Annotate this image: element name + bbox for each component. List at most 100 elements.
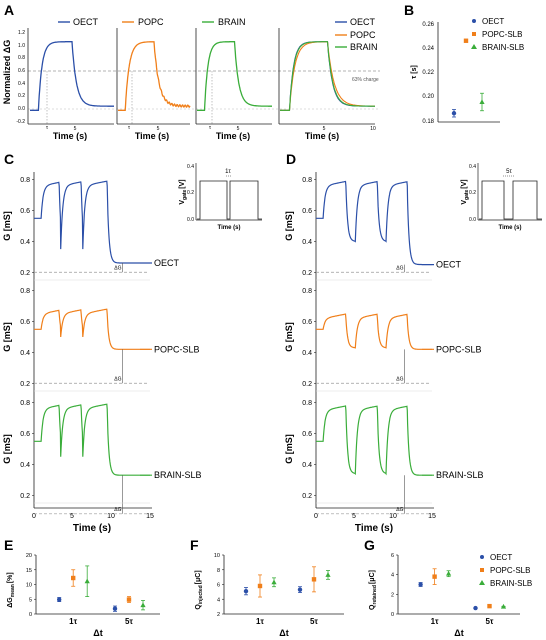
x-label: Δt (279, 628, 288, 638)
x-tick: 5 (157, 126, 160, 132)
x-label: Time (s) (53, 131, 87, 141)
y-tick: 0.18 (422, 119, 434, 125)
x-label: Time (s) (216, 131, 250, 141)
y-tick: 0.2 (20, 493, 30, 500)
panel-g-ylabel: Qretained[μC] (369, 570, 378, 610)
y-tick: 0.22 (422, 70, 434, 76)
y-tick: 20 (26, 553, 32, 559)
brain-trace-overlay (280, 41, 375, 111)
x-label: Δt (454, 628, 463, 638)
legend-popc: POPC (138, 17, 164, 27)
delta-g-label: ΔG (114, 507, 121, 513)
trace-label: BRAIN-SLB (154, 470, 202, 480)
data-point (140, 602, 146, 608)
threshold-label: 63% charge (352, 77, 379, 83)
y-tick: 0.2 (20, 381, 30, 388)
x-tick: 0 (314, 513, 318, 520)
x-tick: 5 (74, 126, 77, 132)
panel-d: D 0 5 10 15 Time (s) 0.8 0.6 0.4 0.2 G [mS] Δ… (284, 151, 542, 534)
data-point (57, 597, 62, 602)
brain-trace (197, 41, 272, 111)
x-label: Time (s) (355, 523, 393, 534)
panel-b: B τ [s] 0.26 0.24 0.22 0.20 0.18 OECT PO… (404, 2, 524, 125)
inset-y-tick: 0.4 (469, 164, 476, 170)
y-tick: 0.4 (302, 239, 312, 246)
data-point (479, 99, 485, 104)
panel-label-b: B (404, 2, 414, 18)
trace-label: OECT (154, 258, 180, 268)
delta-g-label: ΔG (396, 507, 403, 513)
legend-oect: OECT (350, 17, 376, 27)
y-tick: 0.2 (302, 493, 312, 500)
y-tick: 0.6 (20, 319, 30, 326)
y-tick: 6 (391, 553, 394, 559)
panel-f-ylabel: Qinjected[μC] (195, 570, 204, 609)
legend-oect: OECT (490, 553, 512, 562)
y-tick: 6 (217, 583, 220, 589)
legend-oect: OECT (482, 17, 504, 26)
legend-brain: BRAIN-SLB (482, 43, 524, 52)
conductance-trace (34, 308, 152, 350)
y-tick: 0 (391, 612, 394, 618)
inset-c: Vgate[V] 0.4 0.2 0.0 1τ Time (s) (179, 163, 262, 231)
tau-label: τ (128, 125, 130, 131)
inset-y-tick: 0.4 (187, 164, 194, 170)
inset-ylabel: Vgate[V] (461, 179, 470, 204)
y-tick: 0.8 (302, 177, 312, 184)
panel-c: C 0 5 10 15 Time (s) 0.8 0.6 0.4 0.2 G [mS] Δ… (2, 151, 262, 534)
panel-a-sub3: τ 5 Time (s) BRAIN (195, 17, 272, 141)
y-tick: 0.6 (302, 208, 312, 215)
y-tick: 0.2 (302, 381, 312, 388)
x-label: Time (s) (73, 523, 111, 534)
data-point (84, 578, 90, 584)
trace-label: OECT (436, 260, 462, 270)
panel-label-c: C (4, 151, 14, 167)
inset-y-tick: 0.0 (469, 217, 476, 223)
y-tick: -0.2 (16, 119, 25, 125)
panel-e: E ΔGmean[%] 20 15 10 5 0 1τ 5τ Δt (4, 537, 160, 638)
y-label: G [mS] (284, 211, 294, 241)
data-point (451, 111, 457, 116)
y-tick: 10 (26, 583, 32, 589)
panel-label-g: G (364, 537, 375, 553)
inset-pulse-waveform (197, 180, 262, 220)
y-tick: 0.8 (302, 400, 312, 407)
panel-b-ylabel: τ [s] (411, 65, 418, 79)
popc-trace (118, 41, 191, 111)
x-tick: 5τ (485, 617, 493, 626)
y-tick: 0.20 (422, 94, 434, 100)
x-tick: 5 (70, 513, 74, 520)
legend-brain: BRAIN-SLB (490, 579, 532, 588)
data-point (487, 603, 492, 609)
conductance-trace (316, 313, 434, 350)
y-label: G [mS] (2, 211, 12, 241)
panel-a-sub1: τ 5 Time (s) OECT (27, 17, 114, 141)
x-tick: 5τ (310, 617, 318, 626)
panel-f: F Qinjected[μC] 10 8 6 4 2 1τ 5τ Δt (190, 537, 344, 638)
y-tick: 0.8 (20, 288, 30, 295)
data-point (500, 603, 507, 609)
legend-brain: BRAIN (350, 42, 378, 52)
x-tick: 15 (146, 513, 154, 520)
inset-y-tick: 0.2 (469, 190, 476, 196)
y-tick: 0.6 (302, 431, 312, 438)
legend-marker-popc (472, 32, 476, 36)
y-tick: 0.4 (18, 81, 25, 87)
y-tick: 0.6 (20, 431, 30, 438)
x-tick: 10 (389, 513, 397, 520)
panel-a-ylabel: Normalized ΔG (2, 40, 12, 104)
oect-trace (30, 41, 114, 111)
inset-pulse-waveform (479, 180, 542, 220)
x-tick: 1τ (69, 617, 77, 626)
inset-y-tick: 0.0 (187, 217, 194, 223)
y-tick: 0.8 (18, 55, 25, 61)
inset-marker-label: 1τ (225, 169, 231, 175)
x-tick: 5 (352, 513, 356, 520)
y-label: G [mS] (284, 434, 294, 464)
data-point (112, 606, 118, 611)
legend-brain: BRAIN (218, 17, 246, 27)
legend-popc: POPC-SLB (482, 30, 522, 39)
x-tick: 5τ (125, 617, 133, 626)
x-tick: 10 (370, 126, 376, 132)
